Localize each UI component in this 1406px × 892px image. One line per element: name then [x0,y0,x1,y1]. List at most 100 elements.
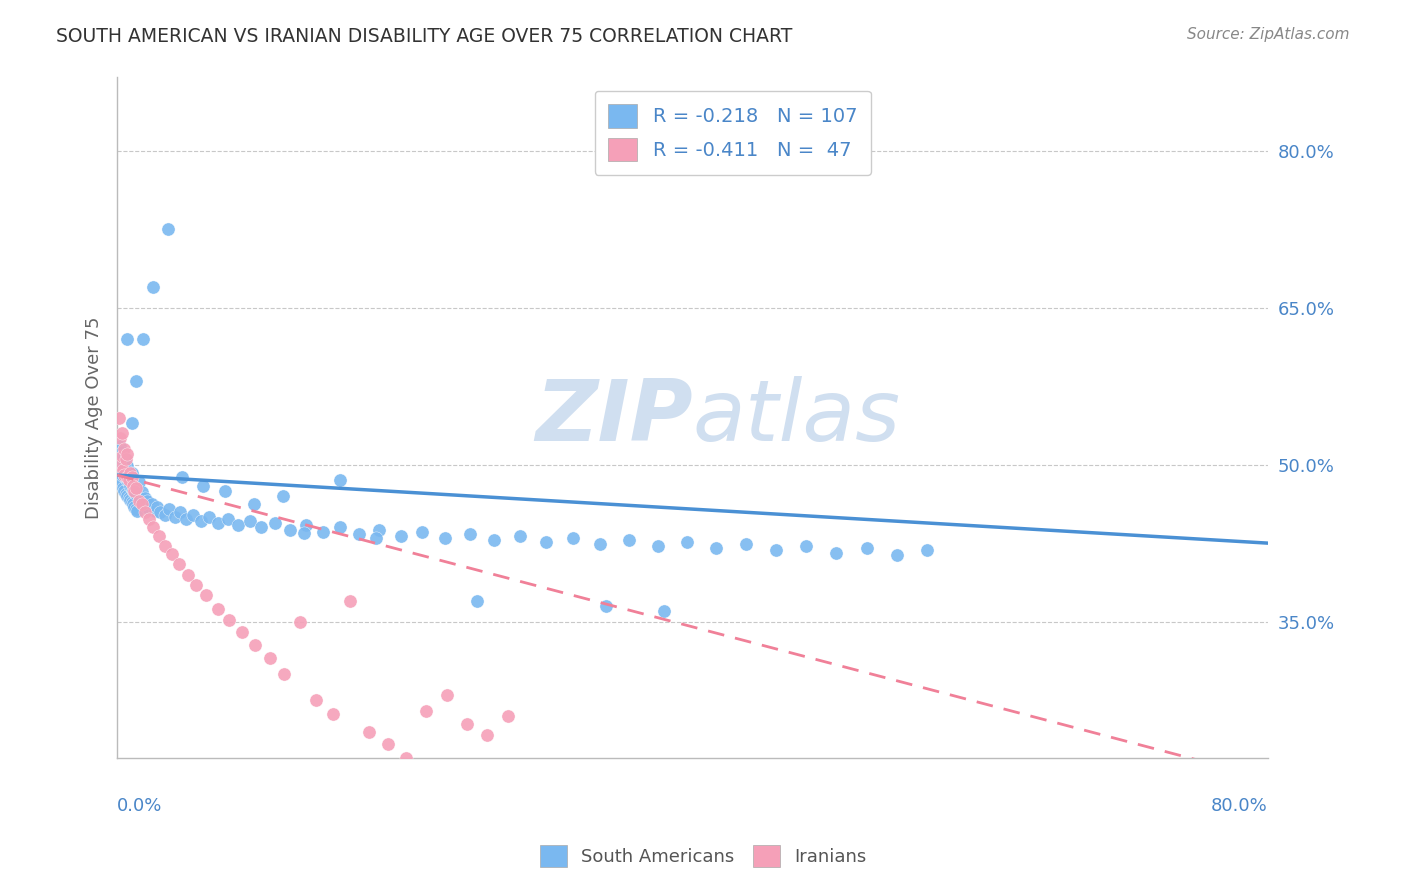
Point [117,447,139,461]
Point [110,468,132,483]
Point [163,510,186,524]
Text: Source: ZipAtlas.com: Source: ZipAtlas.com [1187,27,1350,42]
Point [183,508,205,522]
Point [174,512,197,526]
Point [243,497,266,511]
Point [125,374,148,388]
Point [704,541,727,556]
Point [855,541,877,556]
Point [142,279,165,293]
Point [108,432,131,446]
Point [125,487,148,501]
Point [292,525,315,540]
Point [136,494,159,508]
Point [129,491,152,505]
Point [329,520,352,534]
Text: atlas: atlas [693,376,901,459]
Point [288,615,311,629]
Point [134,491,156,505]
Point [364,531,387,545]
Point [647,539,669,553]
Text: SOUTH AMERICAN VS IRANIAN DISABILITY AGE OVER 75 CORRELATION CHART: SOUTH AMERICAN VS IRANIAN DISABILITY AGE… [56,27,793,45]
Point [132,497,155,511]
Point [207,516,229,531]
Point [347,526,370,541]
Point [271,489,294,503]
Point [118,474,141,488]
Point [214,483,236,498]
Point [121,470,143,484]
Point [377,737,399,751]
Point [120,493,142,508]
Point [160,547,183,561]
Point [169,505,191,519]
Point [110,450,132,464]
Point [458,526,481,541]
Point [465,593,488,607]
Point [329,474,352,488]
Point [273,667,295,681]
Point [595,599,617,613]
Point [125,481,148,495]
Point [149,505,172,519]
Point [794,539,817,553]
Point [589,537,612,551]
Point [118,475,141,490]
Point [193,478,215,492]
Point [498,708,520,723]
Point [156,222,179,236]
Point [190,514,212,528]
Point [111,481,134,495]
Point [294,518,316,533]
Point [153,539,176,553]
Point [138,501,160,516]
Point [121,416,143,430]
Point [434,531,457,545]
Point [264,516,287,531]
Point [111,450,134,464]
Point [117,474,139,488]
Point [112,458,135,472]
Point [322,706,344,721]
Point [107,468,129,483]
Point [125,501,148,516]
Point [278,523,301,537]
Point [195,589,218,603]
Point [128,494,150,508]
Point [176,567,198,582]
Point [411,524,433,539]
Point [226,518,249,533]
Point [415,704,437,718]
Point [117,458,139,473]
Point [482,533,505,547]
Text: 80.0%: 80.0% [1211,797,1268,814]
Point [207,602,229,616]
Point [108,463,131,477]
Point [110,426,132,441]
Point [112,483,135,498]
Point [112,468,135,483]
Point [114,456,136,470]
Point [122,497,145,511]
Point [121,481,143,495]
Point [142,520,165,534]
Point [128,475,150,490]
Point [146,500,169,514]
Point [652,604,675,618]
Point [436,688,458,702]
Point [153,508,176,522]
Point [132,332,155,346]
Point [117,470,139,484]
Point [112,468,135,483]
Point [167,557,190,571]
Point [118,491,141,505]
Point [114,452,136,467]
Point [312,524,335,539]
Point [138,512,160,526]
Point [131,484,153,499]
Point [114,471,136,485]
Point [108,456,131,470]
Point [108,470,131,484]
Point [121,495,143,509]
Point [259,651,281,665]
